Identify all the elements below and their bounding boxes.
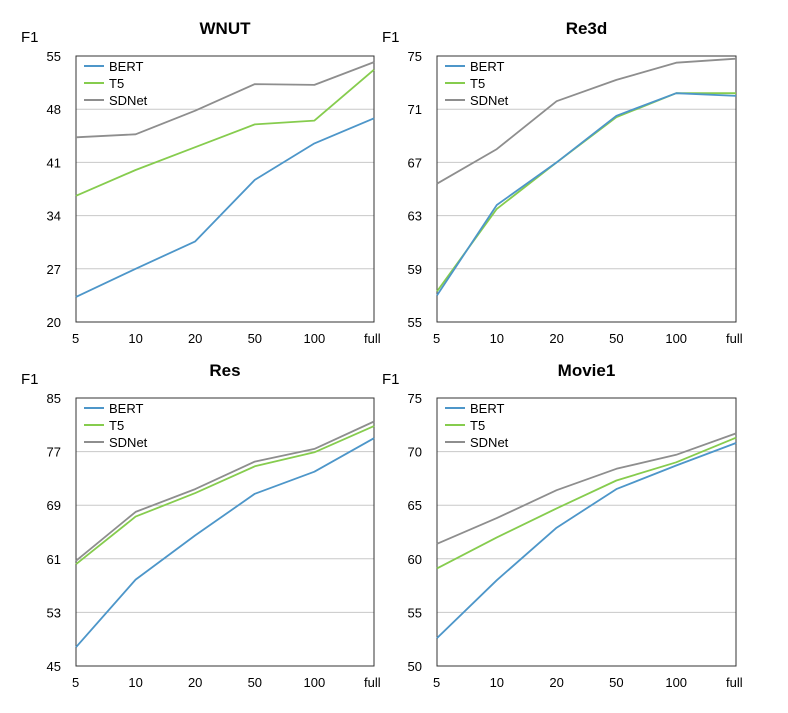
x-tick-label: 50: [609, 331, 623, 346]
series-line-sdnet: [75, 61, 375, 139]
series-line-sdnet: [436, 57, 737, 185]
x-tick-label: 20: [549, 675, 563, 690]
x-tick-label: 20: [549, 331, 563, 346]
y-axis-label: F1: [382, 371, 400, 388]
legend-label: SDNet: [470, 93, 509, 108]
series-line-t5: [436, 436, 737, 570]
series-line-bert: [436, 442, 737, 639]
chart-re3d: 55 59 63 67 71 75 5 10 20 50 100 full Re3d F1 BERT T5 SD…: [382, 19, 743, 346]
y-tick-label: 85: [47, 391, 61, 406]
y-tick-label: 55: [47, 49, 61, 64]
y-tick-label: 75: [408, 49, 422, 64]
x-tick-label: 5: [72, 331, 79, 346]
x-tick-label: 20: [188, 331, 202, 346]
x-tick-label: 20: [188, 675, 202, 690]
legend-label: T5: [109, 418, 124, 433]
x-tick-label: 10: [490, 675, 504, 690]
legend-label: T5: [470, 418, 485, 433]
x-tick-label: 5: [72, 675, 79, 690]
y-tick-label: 34: [47, 209, 61, 224]
x-tick-label: 100: [304, 675, 326, 690]
y-tick-label: 61: [47, 552, 61, 567]
chart-title: Re3d: [566, 19, 608, 38]
y-axis-label: F1: [382, 29, 400, 46]
x-tick-label: 50: [248, 675, 262, 690]
series-line-sdnet: [75, 420, 375, 562]
chart-title: Res: [209, 361, 240, 380]
x-tick-label: full: [726, 331, 743, 346]
y-tick-label: 48: [47, 102, 61, 117]
chart-title: WNUT: [200, 19, 252, 38]
x-tick-label: 100: [665, 331, 687, 346]
legend-label: BERT: [109, 59, 143, 74]
x-tick-label: 100: [665, 675, 687, 690]
series-line-t5: [436, 92, 736, 292]
legend-label: T5: [109, 76, 124, 91]
y-tick-label: 41: [47, 155, 61, 170]
y-tick-label: 53: [47, 605, 61, 620]
series-line-bert: [75, 437, 375, 648]
y-tick-label: 63: [408, 209, 422, 224]
x-tick-label: full: [364, 331, 381, 346]
x-tick-label: 50: [609, 675, 623, 690]
legend-label: BERT: [109, 401, 143, 416]
y-tick-label: 50: [408, 659, 422, 674]
y-tick-label: 45: [47, 659, 61, 674]
plot-frame: [436, 397, 737, 667]
series-line-bert: [436, 92, 737, 296]
x-tick-label: full: [726, 675, 743, 690]
legend-label: SDNet: [109, 435, 148, 450]
x-tick-label: 10: [128, 675, 142, 690]
legend-label: BERT: [470, 59, 504, 74]
x-tick-label: 100: [304, 331, 326, 346]
y-tick-label: 55: [408, 315, 422, 330]
x-tick-label: 10: [128, 331, 142, 346]
y-tick-label: 77: [47, 445, 61, 460]
chart-res: 45 53 61 69 77 85 5 10 20 50 100 full Res F1 BERT T5 SDN…: [21, 361, 381, 690]
series-line-t5: [75, 69, 375, 197]
plot-frame: [75, 55, 375, 323]
y-axis-label: F1: [21, 29, 39, 46]
x-tick-label: 5: [433, 331, 440, 346]
legend-label: SDNet: [470, 435, 509, 450]
plot-frame: [75, 397, 375, 667]
x-tick-label: 5: [433, 675, 440, 690]
series-line-sdnet: [436, 432, 737, 545]
x-tick-label: full: [364, 675, 381, 690]
legend-label: SDNet: [109, 93, 148, 108]
y-tick-label: 59: [408, 262, 422, 277]
x-tick-label: 10: [490, 331, 504, 346]
y-tick-label: 27: [47, 262, 61, 277]
y-tick-label: 70: [408, 445, 422, 460]
y-tick-label: 55: [408, 605, 422, 620]
y-tick-label: 69: [47, 498, 61, 513]
y-tick-label: 65: [408, 498, 422, 513]
y-tick-label: 67: [408, 155, 422, 170]
y-tick-label: 71: [408, 102, 422, 117]
plot-frame: [436, 55, 737, 323]
y-tick-label: 20: [47, 315, 61, 330]
y-tick-label: 75: [408, 391, 422, 406]
series-line-t5: [75, 425, 375, 565]
legend-label: T5: [470, 76, 485, 91]
chart-title: Movie1: [558, 361, 616, 380]
chart-movie1: 50 55 60 65 70 75 5 10 20 50 100 full Movie1 F1 BERT T5…: [382, 361, 743, 690]
series-line-bert: [75, 117, 375, 298]
legend-label: BERT: [470, 401, 504, 416]
y-tick-label: 60: [408, 552, 422, 567]
y-axis-label: F1: [21, 371, 39, 388]
x-tick-label: 50: [248, 331, 262, 346]
